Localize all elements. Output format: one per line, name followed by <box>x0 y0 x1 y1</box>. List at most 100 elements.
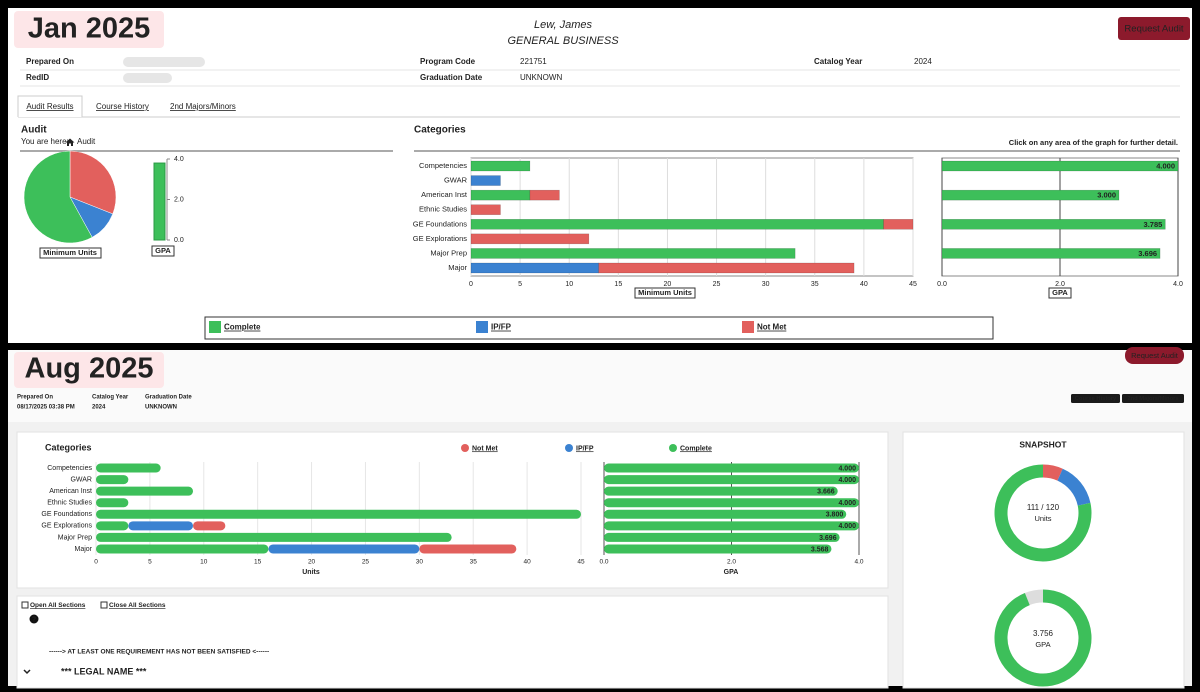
axis-label-box <box>151 245 175 257</box>
section-toggle[interactable]: Close All Sections <box>109 602 166 609</box>
bar-segment <box>470 175 501 186</box>
donut-caption: GPA <box>1035 640 1050 649</box>
nav-button[interactable] <box>1122 394 1184 403</box>
button-label[interactable]: 2nd Majors/Minors <box>1127 396 1178 402</box>
field-label: Program Code <box>420 57 476 66</box>
breadcrumb: You are here: <box>21 137 69 146</box>
y-tick-label: Ethnic Studies <box>47 500 92 507</box>
section-title: Categories <box>45 442 92 452</box>
legend-swatch[interactable] <box>669 444 677 452</box>
y-tick-label: GE Foundations <box>413 219 467 228</box>
button-label[interactable]: Request Audit <box>1124 24 1184 35</box>
jan-panel <box>8 8 1192 343</box>
bar-segment <box>529 189 560 201</box>
nav-button[interactable] <box>1071 394 1120 403</box>
axis-label: GPA <box>155 246 171 255</box>
x-tick-label: 5 <box>518 281 522 288</box>
donut-caption: Units <box>1034 514 1051 523</box>
bar-segment <box>96 521 129 531</box>
x-tick-label: 30 <box>762 281 770 288</box>
value-label: 4.000 <box>838 477 856 484</box>
legend-swatch[interactable] <box>461 444 469 452</box>
field-value: UNKNOWN <box>520 73 562 82</box>
x-tick-label: 0 <box>469 281 473 288</box>
y-tick-label: American Inst <box>421 190 468 199</box>
y-tick-label: GE Explorations <box>413 234 467 243</box>
legend-item[interactable]: IP/FP <box>491 323 512 332</box>
value-label: 3.666 <box>817 488 835 495</box>
value-label: 3.568 <box>811 546 829 553</box>
bar-segment <box>470 248 796 259</box>
close-icon <box>100 601 108 609</box>
gpa-bar <box>604 498 859 508</box>
legend-item[interactable]: Complete <box>680 445 712 452</box>
tab[interactable]: Course History <box>96 102 149 111</box>
value-label: 3.785 <box>1144 220 1163 229</box>
value-label: 3.696 <box>819 535 837 542</box>
field-value: 08/17/2025 03:38 PM <box>17 405 75 411</box>
section-heading[interactable]: *** LEGAL NAME *** <box>61 666 147 676</box>
axis-label-box <box>39 247 102 259</box>
sections-card <box>16 595 889 689</box>
legend-item[interactable]: IP/FP <box>576 445 594 452</box>
legend-item[interactable]: Complete <box>224 323 261 332</box>
y-tick-label: American Inst <box>49 488 92 495</box>
field-value: 2024 <box>92 405 106 411</box>
breadcrumb: Audit <box>77 137 96 146</box>
bar-segment <box>470 262 599 274</box>
bar-segment <box>96 532 452 542</box>
field-label: Prepared On <box>17 395 53 401</box>
legend-swatch[interactable] <box>209 321 221 333</box>
button-label[interactable]: Course History <box>1075 396 1117 402</box>
tab[interactable]: Audit Results <box>26 102 73 111</box>
x-tick-label: 0 <box>94 559 98 566</box>
bar-segment <box>96 486 193 496</box>
y-tick-label: Competencies <box>47 465 92 472</box>
bar-segment <box>470 204 501 215</box>
legend-swatch[interactable] <box>476 321 488 333</box>
bar-segment <box>419 544 517 554</box>
request-button[interactable] <box>1118 17 1190 40</box>
hint: Click on any area of the graph for furth… <box>1009 138 1178 147</box>
section-toggle[interactable]: Open All Sections <box>30 602 86 609</box>
x-tick-label: 4.0 <box>1173 281 1183 288</box>
chevron[interactable] <box>23 669 31 675</box>
legend-swatch[interactable] <box>565 444 573 452</box>
bar-segment <box>470 219 884 230</box>
y-tick-label: Competencies <box>419 161 467 170</box>
x-tick-label: 40 <box>523 559 531 566</box>
field-label: Catalog Year <box>92 395 129 401</box>
value-label: 3.696 <box>1138 249 1157 258</box>
button-label[interactable]: Request Audit <box>1131 351 1179 360</box>
request-button[interactable] <box>1125 347 1184 364</box>
x-tick-label: 2.0 <box>1055 281 1065 288</box>
y-tick-label: Major Prep <box>58 534 92 541</box>
value-label: 4.000 <box>838 523 856 530</box>
help-icon[interactable] <box>29 614 39 624</box>
field-label: Graduation Date <box>145 395 192 401</box>
x-tick-label: 4.0 <box>854 559 863 566</box>
axis-label: GPA <box>724 569 739 576</box>
x-tick-label: 25 <box>713 281 721 288</box>
section-title: Audit <box>21 125 47 136</box>
section-title: SNAPSHOT <box>1019 439 1067 449</box>
legend-item[interactable]: Not Met <box>757 323 787 332</box>
field-value: 2024 <box>914 57 932 66</box>
x-tick-label: 45 <box>909 281 917 288</box>
bar-segment <box>96 463 161 473</box>
badge-bg <box>14 352 164 388</box>
x-tick-label: 0.0 <box>937 281 947 288</box>
donut-label: 3.756 <box>1033 629 1054 638</box>
legend-item[interactable]: Not Met <box>472 445 498 452</box>
bar-segment <box>598 262 855 274</box>
field-label: RedID <box>26 73 49 82</box>
value-label: 3.800 <box>826 512 844 519</box>
bar-segment <box>96 544 269 554</box>
gpa-bar <box>941 160 1179 172</box>
legend-swatch[interactable] <box>742 321 754 333</box>
help-icon-label[interactable]: ? <box>32 616 36 623</box>
bar-segment <box>96 475 129 485</box>
pie-slice <box>69 150 117 215</box>
tab[interactable]: 2nd Majors/Minors <box>170 102 236 111</box>
